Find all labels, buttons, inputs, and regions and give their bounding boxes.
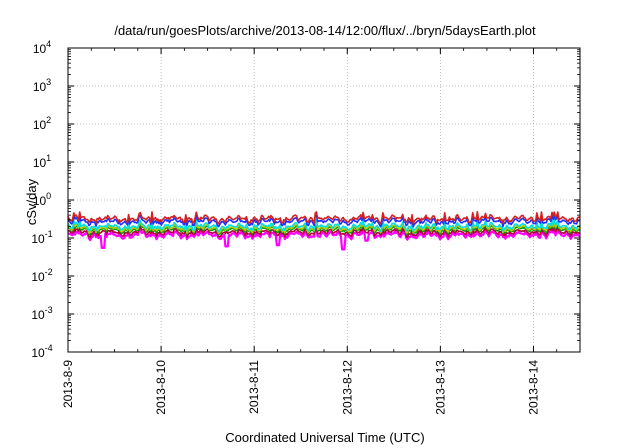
y-axis-label: cSv/day [24,178,39,225]
plot-area: 10-4 10-3 10-2 10-1 100 101 102 103 104 2013-8-9 2… [31,39,581,415]
y-tick-label: 103 [33,77,51,94]
x-tick-label: 2013-8-14 [526,360,540,415]
chart-title: /data/run/goesPlots/archive/2013-08-14/1… [114,23,536,38]
y-tick-label: 100 [33,191,51,208]
series-line-7 [67,211,581,225]
y-tick-label: 10-2 [31,267,52,284]
series-line-1 [67,226,581,251]
x-axis-label: Coordinated Universal Time (UTC) [225,430,424,445]
series-line-6 [67,213,581,228]
y-tick-label: 101 [33,153,51,170]
y-tick-label: 10-4 [31,343,52,360]
x-tick-label: 2013-8-13 [433,360,447,415]
y-tick-label: 10-3 [31,305,52,322]
x-tick-label: 2013-8-10 [154,360,168,415]
x-tick-label: 2013-8-11 [247,360,261,414]
series-line-5 [67,218,581,233]
y-tick-label: 104 [33,39,51,56]
series-line-2 [67,224,581,239]
y-tick-label: 10-1 [31,229,52,246]
x-tick-label: 2013-8-9 [61,360,75,408]
x-tick-label: 2013-8-12 [340,360,354,415]
series-line-4 [67,220,581,235]
y-tick-label: 102 [33,115,51,132]
